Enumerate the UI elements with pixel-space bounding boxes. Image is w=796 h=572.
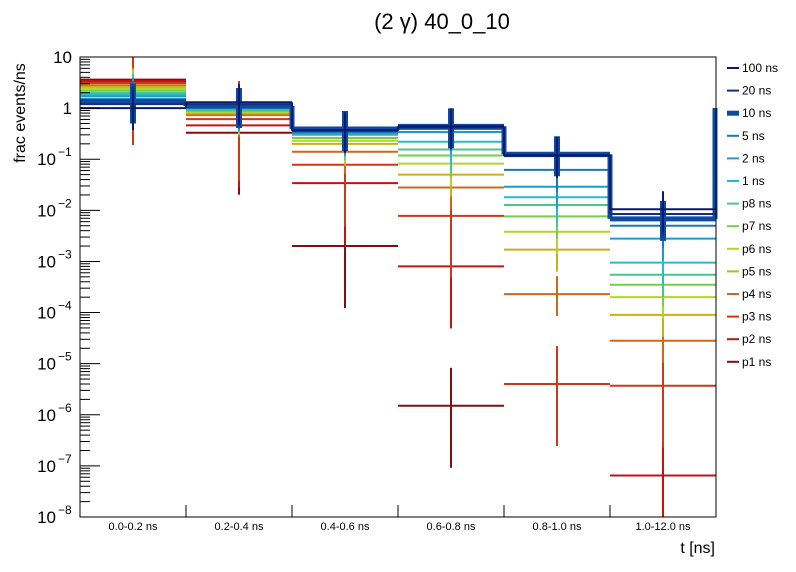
legend: 100 ns 20 ns 10 ns 5 ns 2 ns 1 ns p8 ns p7 ns p6… — [727, 61, 778, 369]
legend-label: 1 ns — [742, 174, 765, 188]
legend-item: p3 ns — [727, 310, 771, 324]
y-tick-label: 10 — [37, 406, 56, 425]
y-tick-label: 10 — [37, 304, 56, 323]
legend-item: p4 ns — [727, 287, 771, 301]
y-tick-exponent: −5 — [58, 350, 72, 364]
x-tick-label: 0.6-0.8 ns — [427, 521, 476, 533]
y-tick-exponent: −6 — [58, 401, 72, 415]
legend-item: p8 ns — [727, 197, 771, 211]
legend-label: p5 ns — [742, 264, 771, 278]
y-tick-exponent: −4 — [58, 299, 72, 313]
x-tick-label: 0.2-0.4 ns — [215, 521, 264, 533]
legend-label: 2 ns — [742, 151, 765, 165]
legend-label: 20 ns — [742, 84, 771, 98]
legend-item: 100 ns — [727, 61, 778, 75]
x-tick-label: 0.0-0.2 ns — [109, 521, 158, 533]
x-axis-label: t [ns] — [680, 540, 715, 557]
series-100-ns — [80, 84, 716, 232]
legend-item: p7 ns — [727, 219, 771, 233]
legend-label: p3 ns — [742, 310, 771, 324]
y-tick-exponent: −3 — [58, 247, 72, 261]
legend-label: 10 ns — [742, 106, 771, 120]
x-tick-label: 0.4-0.6 ns — [321, 521, 370, 533]
y-tick-label: 10 — [37, 508, 56, 527]
y-axis-label: frac events/ns — [12, 63, 29, 163]
y-tick-label: 10 — [37, 201, 56, 220]
legend-item: 1 ns — [727, 174, 765, 188]
legend-label: p2 ns — [742, 332, 771, 346]
legend-item: p5 ns — [727, 264, 771, 278]
series-p3-ns — [80, 57, 716, 448]
y-tick-label: 10 — [37, 252, 56, 271]
legend-label: p8 ns — [742, 197, 771, 211]
y-tick-label: 10 — [53, 48, 72, 67]
plot-area — [80, 57, 718, 517]
chart-title: (2 γ) 40_0_10 — [374, 9, 510, 34]
legend-item: 10 ns — [727, 106, 771, 120]
y-tick-exponent: −1 — [58, 145, 72, 159]
legend-label: 100 ns — [742, 61, 778, 75]
y-tick-label: 10 — [37, 355, 56, 374]
legend-label: 5 ns — [742, 129, 765, 143]
y-tick-exponent: −8 — [58, 503, 72, 517]
legend-label: p1 ns — [742, 355, 771, 369]
legend-item: p1 ns — [727, 355, 771, 369]
x-tick-label: 0.8-1.0 ns — [533, 521, 582, 533]
legend-item: p6 ns — [727, 242, 771, 256]
x-tick-label: 1.0-12.0 ns — [635, 521, 691, 533]
y-tick-label: 10 — [37, 150, 56, 169]
series-2-ns — [80, 78, 716, 261]
y-tick-label: 10 — [37, 457, 56, 476]
legend-label: p6 ns — [742, 242, 771, 256]
series-10-ns — [80, 83, 718, 241]
legend-item: 20 ns — [727, 84, 771, 98]
y-tick-exponent: −7 — [58, 452, 72, 466]
legend-label: p7 ns — [742, 219, 771, 233]
y-tick-exponent: −2 — [58, 196, 72, 210]
legend-item: 2 ns — [727, 151, 765, 165]
legend-label: p4 ns — [742, 287, 771, 301]
legend-item: 5 ns — [727, 129, 765, 143]
legend-item: p2 ns — [727, 332, 771, 346]
y-tick-label: 1 — [63, 99, 72, 118]
